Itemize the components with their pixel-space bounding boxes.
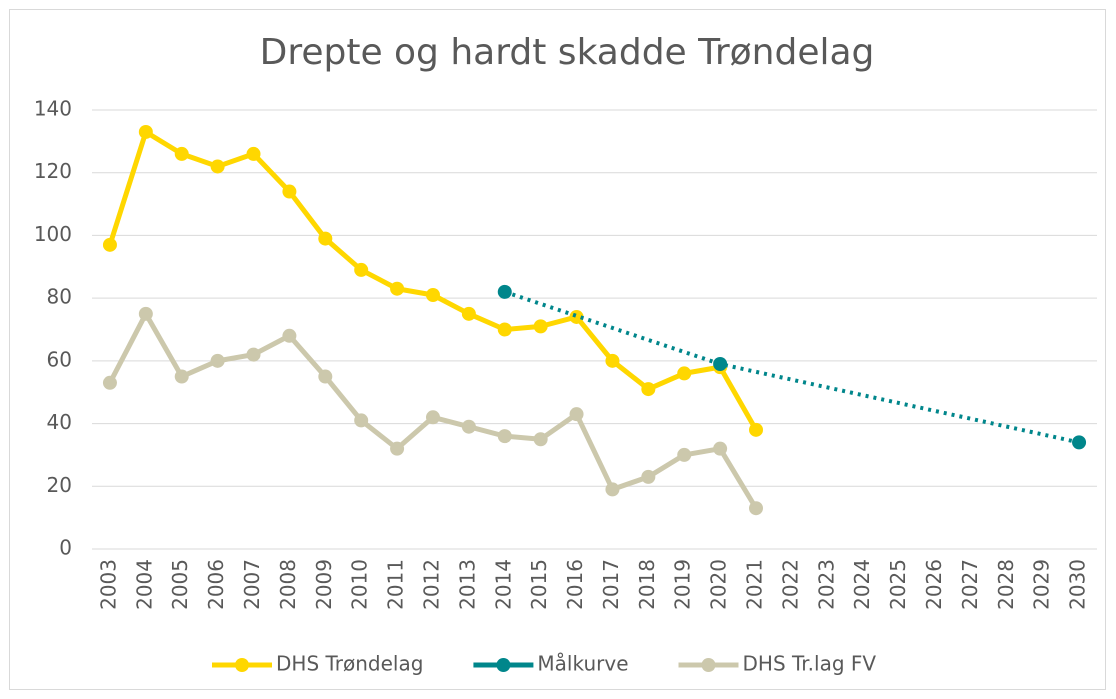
legend-item: DHS Trøndelag <box>212 652 423 676</box>
x-tick-label: 2023 <box>814 559 838 610</box>
y-tick-label: 40 <box>47 410 72 434</box>
data-point <box>569 309 584 324</box>
data-point <box>390 281 405 296</box>
data-point <box>497 284 512 299</box>
x-tick-label: 2006 <box>204 559 228 610</box>
data-point <box>641 469 656 484</box>
series-line <box>504 289 1080 445</box>
x-tick-label: 2012 <box>419 559 443 610</box>
data-point <box>677 366 692 381</box>
y-tick-label: 100 <box>34 222 72 246</box>
legend-item: Målkurve <box>473 652 629 676</box>
data-point <box>569 407 584 422</box>
x-tick-label: 2014 <box>491 559 515 610</box>
x-tick-label: 2011 <box>384 559 408 610</box>
legend-label: DHS Trøndelag <box>276 652 423 676</box>
data-point <box>390 441 405 456</box>
x-tick-label: 2003 <box>96 559 120 610</box>
x-tick-label: 2015 <box>527 559 551 610</box>
data-point <box>1072 435 1087 450</box>
data-point <box>677 447 692 462</box>
data-point <box>749 501 764 516</box>
data-point <box>210 353 225 368</box>
y-tick-label: 120 <box>34 159 72 183</box>
data-point <box>102 237 117 252</box>
y-tick-label: 60 <box>47 347 72 371</box>
legend-marker <box>235 658 249 672</box>
data-point <box>102 375 117 390</box>
data-point <box>605 353 620 368</box>
x-tick-label: 2005 <box>168 559 192 610</box>
data-point <box>174 369 189 384</box>
data-point <box>425 410 440 425</box>
x-tick-label: 2018 <box>635 559 659 610</box>
x-tick-label: 2017 <box>599 559 623 610</box>
data-point <box>713 356 728 371</box>
x-tick-label: 2008 <box>276 559 300 610</box>
y-tick-label: 80 <box>47 285 72 309</box>
x-tick-label: 2004 <box>132 559 156 610</box>
data-point <box>641 382 656 397</box>
x-tick-label: 2010 <box>348 559 372 610</box>
data-point <box>461 306 476 321</box>
data-point <box>354 262 369 277</box>
x-tick-label: 2019 <box>671 559 695 610</box>
data-point <box>282 328 297 343</box>
legend-label: DHS Tr.lag FV <box>743 652 877 676</box>
data-point <box>533 319 548 334</box>
data-point <box>138 124 153 139</box>
data-point <box>318 231 333 246</box>
chart-frame <box>9 9 1106 690</box>
x-tick-label: 2024 <box>850 559 874 610</box>
data-point <box>425 288 440 303</box>
x-tick-label: 2013 <box>455 559 479 610</box>
data-point <box>497 429 512 444</box>
x-tick-label: 2027 <box>958 559 982 610</box>
data-point <box>461 419 476 434</box>
data-point <box>749 422 764 437</box>
x-tick-label: 2029 <box>1030 559 1054 610</box>
x-tick-label: 2028 <box>994 559 1018 610</box>
legend-label: Målkurve <box>537 652 628 676</box>
data-point <box>138 306 153 321</box>
data-point <box>318 369 333 384</box>
x-tick-label: 2007 <box>240 559 264 610</box>
data-point <box>246 146 261 161</box>
x-tick-label: 2022 <box>778 559 802 610</box>
y-tick-label: 20 <box>47 473 72 497</box>
data-point <box>246 347 261 362</box>
x-tick-label: 2016 <box>563 559 587 610</box>
x-tick-label: 2009 <box>312 559 336 610</box>
y-tick-label: 0 <box>59 536 72 560</box>
data-point <box>713 441 728 456</box>
data-point <box>497 322 512 337</box>
data-point <box>282 184 297 199</box>
x-tick-label: 2020 <box>707 559 731 610</box>
data-point <box>354 413 369 428</box>
x-tick-label: 2030 <box>1066 559 1090 610</box>
y-tick-label: 140 <box>34 97 72 121</box>
legend-marker <box>701 658 716 672</box>
x-tick-label: 2025 <box>886 559 910 610</box>
x-tick-label: 2026 <box>922 559 946 610</box>
legend-item: DHS Tr.lag FV <box>678 652 877 676</box>
chart-title: Drepte og hardt skadde Trøndelag <box>260 32 875 73</box>
data-point <box>533 432 548 447</box>
data-point <box>174 146 189 161</box>
data-point <box>605 482 620 497</box>
x-tick-label: 2021 <box>743 559 767 610</box>
data-point <box>210 159 225 174</box>
legend-marker <box>496 658 511 672</box>
